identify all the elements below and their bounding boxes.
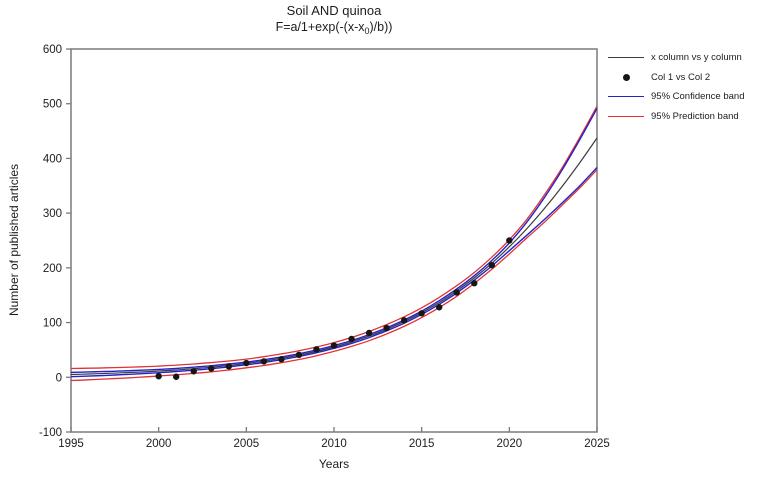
data-point [173, 373, 180, 380]
data-point [453, 289, 460, 296]
legend-item-scatter: Col 1 vs Col 2 [608, 68, 745, 88]
plot-border [70, 48, 598, 433]
prediction-band-marker-icon [608, 116, 644, 118]
y-tick-label: 300 [43, 208, 62, 220]
legend-label: x column vs y column [651, 52, 742, 64]
data-point [243, 359, 250, 367]
legend-item-fit-line: x column vs y column [608, 48, 745, 68]
confidence-band-marker-icon [608, 96, 644, 98]
x-axis-label: Years [318, 457, 350, 471]
data-point [471, 279, 478, 287]
y-tick-label: 600 [43, 44, 62, 56]
chart-title: Soil AND quinoa [286, 3, 382, 18]
data-point [330, 342, 338, 349]
legend-label: 95% Prediction band [651, 111, 739, 123]
x-tick-label: 2010 [321, 438, 347, 450]
data-point [506, 237, 513, 244]
legend-label: 95% Confidence band [651, 91, 745, 103]
subtitle-subscript: 0 [364, 26, 370, 36]
fit-line [70, 137, 598, 376]
x-tick-label: 2005 [234, 438, 260, 450]
y-tick-label: 200 [43, 263, 62, 275]
legend-item-prediction-band: 95% Prediction band [608, 107, 745, 127]
data-point [436, 304, 443, 311]
data-point [365, 329, 373, 337]
y-tick-label: 100 [43, 318, 62, 330]
confidence-band-upper [70, 108, 598, 373]
y-tick-label: 500 [43, 99, 62, 111]
subtitle-suffix: )/b)) [369, 20, 393, 34]
y-tick-label: 400 [43, 153, 62, 165]
data-point [488, 261, 495, 269]
y-tick-label: 0 [56, 372, 62, 384]
legend-item-confidence-band: 95% Confidence band [608, 87, 745, 107]
x-tick-label: 2025 [584, 438, 610, 450]
data-point [225, 363, 232, 370]
data-point [260, 358, 268, 365]
legend: x column vs y column Col 1 vs Col 2 95% … [608, 48, 745, 126]
x-tick-label: 1995 [58, 438, 84, 450]
x-tick-label: 2000 [146, 438, 172, 450]
subtitle-prefix: F=a/1+exp(-(x-x [275, 20, 365, 34]
data-point [383, 324, 390, 332]
data-point [278, 356, 285, 363]
data-point [400, 317, 408, 324]
x-tick-label: 2015 [409, 438, 435, 450]
title-block: Soil AND quinoa F=a/1+exp(-(x-x0)/b)) [0, 2, 668, 40]
data-point [190, 368, 197, 375]
scatter-marker-icon [608, 73, 644, 81]
data-point [155, 372, 162, 380]
y-tick-label: -100 [39, 427, 62, 439]
legend-label: Col 1 vs Col 2 [651, 71, 711, 83]
data-point [418, 310, 425, 317]
data-point [295, 351, 303, 359]
fit-line-marker-icon [608, 57, 644, 59]
data-point [208, 365, 215, 372]
data-point [348, 335, 355, 343]
chart-subtitle: F=a/1+exp(-(x-x0)/b)) [0, 19, 668, 40]
data-point [313, 346, 320, 353]
x-tick-label: 2020 [497, 438, 523, 450]
